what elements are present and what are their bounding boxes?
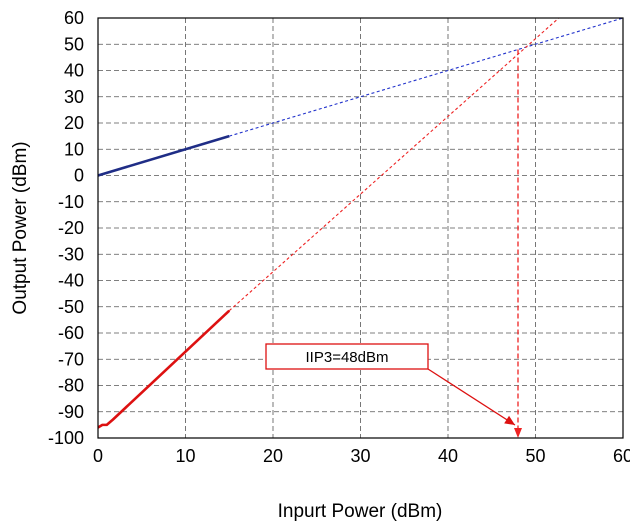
y-tick-label: 50 (64, 34, 84, 54)
y-tick-label: 0 (74, 166, 84, 186)
y-tick-label: -50 (58, 297, 84, 317)
annotation-text: IIP3=48dBm (306, 349, 389, 366)
x-tick-label: 50 (525, 446, 545, 466)
y-tick-label: 10 (64, 139, 84, 159)
x-tick-label: 30 (350, 446, 370, 466)
x-axis-title: Inpurt Power (dBm) (278, 501, 443, 522)
x-tick-label: 60 (613, 446, 630, 466)
x-tick-label: 10 (175, 446, 195, 466)
annotation-box (265, 343, 429, 370)
y-tick-label: 20 (64, 113, 84, 133)
x-tick-labels: 0 10 20 30 40 50 60 (93, 446, 630, 466)
y-tick-label: 40 (64, 61, 84, 81)
y-tick-label: 60 (64, 8, 84, 28)
annotation-pointer (427, 368, 516, 426)
y-tick-label: -70 (58, 349, 84, 369)
y-tick-label: -60 (58, 323, 84, 343)
y-tick-label: -90 (58, 402, 84, 422)
measured-line-2 (98, 309, 231, 429)
y-tick-label: -10 (58, 192, 84, 212)
extrapolated-line-3 (228, 18, 560, 312)
x-tick-label: 40 (438, 446, 458, 466)
x-tick-label: 0 (93, 446, 103, 466)
y-axis-title: Output Power (dBm) (10, 141, 31, 314)
y-tick-label: -100 (48, 428, 84, 448)
measured-line-0 (98, 134, 230, 177)
y-tick-label: -40 (58, 271, 84, 291)
y-tick-label: -20 (58, 218, 84, 238)
iip3-marker (427, 49, 522, 438)
annotation: IIP3=48dBm (265, 343, 429, 370)
y-tick-labels: 60 50 40 30 20 10 0 -10 -20 -30 -40 -50 -60 -70 -80 -90… (48, 8, 84, 448)
y-tick-label: -30 (58, 244, 84, 264)
x-tick-label: 20 (263, 446, 283, 466)
y-tick-label: -80 (58, 376, 84, 396)
plot-frame (97, 17, 624, 439)
annotation-pointer-arrowhead (504, 415, 515, 425)
series-layer (98, 18, 623, 429)
y-tick-label: 30 (64, 87, 84, 107)
extrapolated-line-1 (229, 18, 623, 137)
iip3-drop-arrowhead (514, 428, 522, 438)
grid-lines (98, 18, 623, 438)
